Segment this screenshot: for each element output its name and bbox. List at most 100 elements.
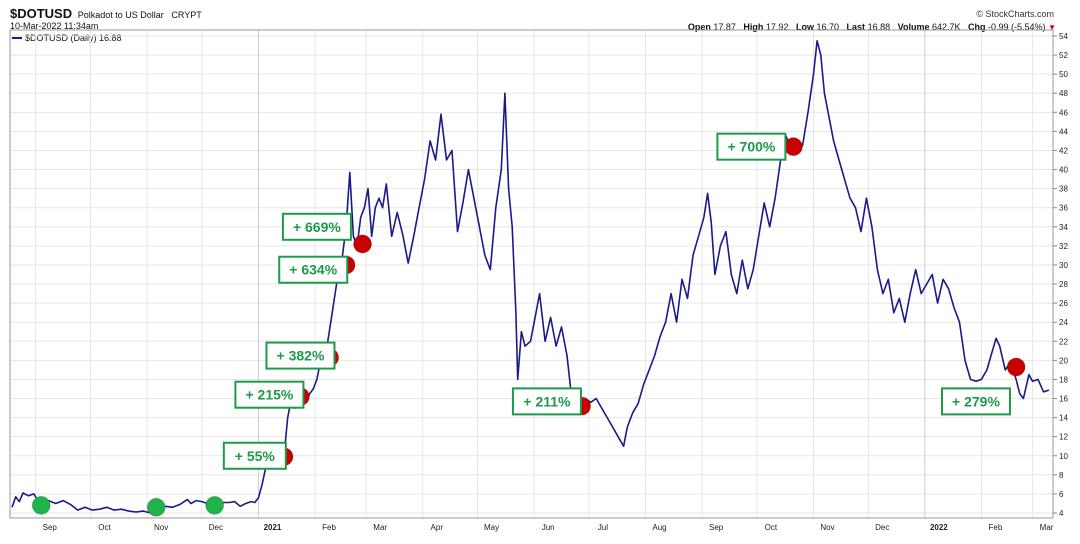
y-tick-label: 36	[1059, 204, 1068, 213]
sell-marker	[353, 234, 373, 254]
y-tick-label: 10	[1059, 452, 1068, 461]
high-label: High	[743, 22, 764, 32]
y-tick-label: 42	[1059, 146, 1068, 155]
x-tick-label: Sep	[709, 523, 724, 532]
low-value: 16.70	[816, 22, 840, 32]
y-tick-label: 26	[1059, 299, 1068, 308]
gain-callout: + 211%	[511, 387, 582, 416]
legend-label: $DOTUSD (Daily) 16.88	[25, 33, 122, 43]
x-tick-label: Mar	[373, 523, 387, 532]
gain-callout: + 669%	[281, 212, 352, 241]
series-legend: $DOTUSD (Daily) 16.88	[12, 33, 122, 43]
sell-marker	[783, 137, 803, 157]
y-tick-label: 44	[1059, 127, 1068, 136]
y-tick-label: 38	[1059, 185, 1068, 194]
y-tick-label: 18	[1059, 375, 1068, 384]
y-tick-label: 4	[1059, 509, 1064, 518]
gain-callout-box	[234, 380, 305, 409]
x-tick-label: 2021	[264, 523, 282, 532]
x-tick-label: Nov	[154, 523, 168, 532]
gain-callout-box	[716, 132, 787, 161]
gain-callout: + 55%	[222, 441, 287, 470]
chart-header-symbol: $DOTUSD Polkadot to US Dollar CRYPT	[10, 6, 202, 21]
gain-callout-label: + 279%	[952, 393, 1000, 409]
gain-callout-box	[940, 387, 1011, 416]
open-value: 17.87	[713, 22, 736, 32]
x-tick-label: Mar	[1040, 523, 1054, 532]
y-tick-label: 32	[1059, 242, 1068, 251]
y-tick-label: 12	[1059, 433, 1068, 442]
buy-marker	[146, 497, 166, 517]
x-tick-label: Feb	[989, 523, 1003, 532]
gain-callout-label: + 382%	[277, 348, 325, 364]
last-label: Last	[846, 22, 866, 32]
symbol-name: Polkadot to US Dollar	[77, 10, 164, 20]
timestamp: 10-Mar-2022 11:34am	[10, 21, 99, 31]
y-tick-label: 34	[1059, 223, 1068, 232]
gain-callout-label: + 211%	[523, 393, 571, 409]
copyright-label[interactable]: © StockCharts.com	[976, 9, 1054, 19]
gain-callout-box	[265, 341, 336, 370]
y-tick-label: 20	[1059, 356, 1068, 365]
gain-callout-box	[511, 387, 582, 416]
buy-marker	[205, 495, 225, 515]
x-tick-label: Jun	[542, 523, 555, 532]
x-tick-label: Sep	[43, 523, 58, 532]
gain-callout-box	[278, 255, 349, 284]
gain-callout: + 215%	[234, 380, 305, 409]
y-tick-label: 50	[1059, 70, 1068, 79]
volume-label: Volume	[897, 22, 930, 32]
volume-value: 642.7K	[931, 22, 961, 32]
y-tick-label: 52	[1059, 51, 1068, 60]
y-tick-label: 28	[1059, 280, 1068, 289]
x-tick-label: Oct	[765, 523, 778, 532]
y-tick-label: 46	[1059, 108, 1068, 117]
symbol-label: $DOTUSD	[10, 6, 73, 21]
x-tick-label: Feb	[322, 523, 336, 532]
sell-marker	[1006, 357, 1026, 377]
x-tick-label: May	[484, 523, 499, 532]
plot-frame	[9, 29, 1054, 519]
x-tick-label: Nov	[820, 523, 834, 532]
y-tick-label: 48	[1059, 89, 1068, 98]
y-tick-label: 14	[1059, 414, 1068, 423]
gain-callout: + 700%	[716, 132, 787, 161]
marker-layer	[31, 137, 1026, 517]
buy-marker	[31, 495, 51, 515]
y-tick-label: 54	[1059, 32, 1068, 41]
x-tick-label: Apr	[431, 523, 444, 532]
chg-label: Chg	[968, 22, 986, 32]
y-axis: 4681012141618202224262830323436384042444…	[1053, 32, 1068, 518]
gain-callout: + 382%	[265, 341, 336, 370]
ohlc-readout: Open 17.87 High 17.92 Low 16.70 Last 16.…	[683, 22, 1056, 32]
gain-callout-label: + 215%	[245, 387, 293, 403]
high-value: 17.92	[765, 22, 789, 32]
x-tick-label: Dec	[875, 523, 889, 532]
y-tick-label: 6	[1059, 490, 1064, 499]
x-tick-label: Dec	[209, 523, 223, 532]
x-tick-label: Jul	[598, 523, 608, 532]
y-tick-label: 8	[1059, 471, 1064, 480]
open-label: Open	[687, 22, 711, 32]
gain-callout: + 634%	[278, 255, 349, 284]
exchange-label: CRYPT	[171, 10, 202, 20]
gain-callout-label: + 669%	[293, 219, 341, 235]
y-tick-label: 30	[1059, 261, 1068, 270]
gain-callout-label: + 700%	[727, 139, 775, 155]
gain-callout-box	[281, 212, 352, 241]
chg-value: -0.99 (-5.54%)	[988, 22, 1046, 32]
last-value: 16.88	[867, 22, 891, 32]
price-series-line	[11, 40, 1050, 514]
x-tick-label: Oct	[98, 523, 111, 532]
series-line-layer	[11, 40, 1050, 514]
x-tick-label: Aug	[652, 523, 666, 532]
x-axis: Sep Oct Nov Dec 2021 Feb Mar Apr May Jun Jul Aug Sep…	[43, 523, 1054, 532]
gain-callout: + 279%	[940, 387, 1011, 416]
grid	[10, 30, 1053, 518]
y-tick-label: 22	[1059, 337, 1068, 346]
y-tick-label: 16	[1059, 395, 1068, 404]
y-tick-label: 24	[1059, 318, 1068, 327]
x-tick-label: 2022	[930, 523, 948, 532]
gain-callout-label: + 634%	[289, 262, 337, 278]
